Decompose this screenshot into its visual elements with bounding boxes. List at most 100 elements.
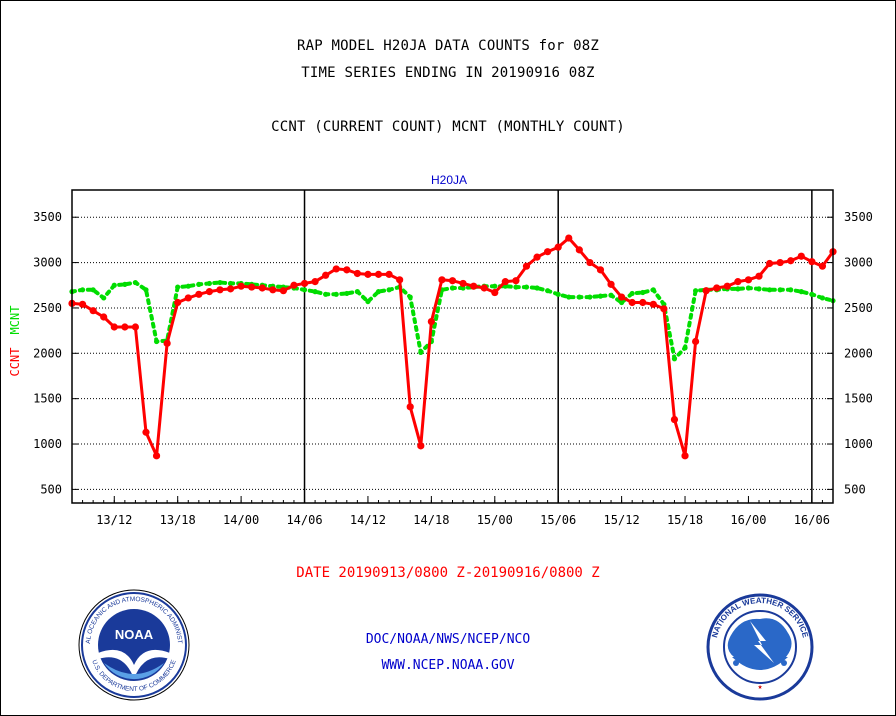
data-point-mcnt	[79, 287, 86, 293]
data-point-ccnt	[681, 452, 689, 460]
data-point-mcnt	[132, 279, 139, 286]
y-tick-label-right: 2000	[844, 346, 873, 360]
y-tick-label-right: 3000	[844, 256, 873, 270]
y-axis-label-group: CCNT MCNT	[8, 306, 22, 377]
data-point-mcnt	[576, 294, 582, 300]
data-point-mcnt	[819, 295, 826, 301]
data-point-ccnt	[470, 282, 478, 290]
x-tick-label: 13/12	[96, 513, 132, 527]
data-point-mcnt	[545, 288, 551, 294]
data-point-mcnt	[809, 291, 815, 297]
data-point-ccnt	[195, 290, 203, 298]
data-point-mcnt	[640, 289, 646, 296]
y-tick-label-left: 3000	[33, 256, 62, 270]
data-point-ccnt	[660, 305, 668, 313]
data-point-mcnt	[745, 285, 752, 291]
data-point-ccnt	[131, 323, 140, 331]
data-point-mcnt	[449, 285, 456, 291]
data-point-ccnt	[427, 317, 435, 326]
data-point-ccnt	[501, 278, 509, 286]
data-point-mcnt	[788, 287, 794, 293]
data-point-mcnt	[566, 294, 572, 300]
data-point-ccnt	[522, 262, 531, 270]
y-tick-label-left: 3500	[33, 210, 62, 224]
data-point-mcnt	[597, 293, 604, 299]
data-point-ccnt	[226, 285, 235, 293]
data-point-ccnt	[237, 282, 245, 290]
y-tick-label-right: 1000	[844, 437, 873, 451]
y-tick-label-left: 1000	[33, 437, 62, 451]
series-line-mcnt	[70, 280, 835, 361]
data-point-ccnt	[311, 278, 319, 286]
data-point-ccnt	[512, 277, 520, 285]
data-point-ccnt	[343, 266, 351, 274]
data-point-ccnt	[607, 280, 615, 288]
data-point-ccnt	[448, 277, 457, 285]
data-point-ccnt	[723, 282, 731, 290]
gridlines	[72, 216, 833, 490]
data-point-ccnt	[152, 452, 161, 460]
data-point-ccnt	[776, 258, 784, 267]
x-tick-label: 16/00	[730, 513, 766, 527]
panel-title: H20JA	[431, 173, 467, 187]
data-point-mcnt	[777, 287, 783, 293]
y-tick-label-right: 2500	[844, 301, 873, 315]
data-point-mcnt	[90, 287, 96, 293]
x-tick-label: 14/00	[223, 513, 259, 527]
y-label-mcnt: MCNT	[8, 306, 22, 335]
data-point-ccnt	[713, 284, 721, 292]
data-point-ccnt	[269, 286, 277, 294]
x-tick-label: 15/12	[604, 513, 640, 527]
data-point-ccnt	[818, 262, 827, 270]
org-text: DOC/NOAA/NWS/NCEP/NCO	[365, 632, 531, 647]
data-point-mcnt	[692, 288, 699, 294]
data-point-ccnt	[765, 259, 774, 268]
svg-text:NOAA: NOAA	[115, 627, 154, 642]
data-point-ccnt	[554, 243, 562, 251]
website-link[interactable]: WWW.NCEP.NOAA.GOV	[381, 658, 515, 673]
data-point-mcnt	[766, 287, 773, 293]
data-point-mcnt	[629, 290, 635, 297]
data-point-ccnt	[322, 271, 330, 279]
data-point-ccnt	[364, 270, 372, 278]
series-line-ccnt	[71, 236, 835, 458]
data-point-ccnt	[438, 276, 446, 284]
data-point-mcnt	[301, 287, 308, 293]
y-tick-label-left: 2500	[33, 301, 62, 315]
data-point-ccnt	[279, 287, 287, 295]
data-point-ccnt	[258, 284, 266, 292]
data-point-ccnt	[691, 337, 700, 346]
data-point-ccnt	[121, 323, 129, 331]
data-point-ccnt	[174, 298, 182, 307]
data-point-ccnt	[78, 300, 87, 308]
y-tick-label-right: 500	[844, 482, 866, 496]
data-point-mcnt	[111, 282, 117, 288]
data-point-mcnt	[798, 289, 804, 295]
data-point-ccnt	[89, 307, 97, 315]
data-point-ccnt	[248, 283, 256, 291]
data-point-mcnt	[534, 285, 540, 291]
y-tick-label-left: 1500	[33, 392, 62, 406]
data-point-ccnt	[142, 428, 150, 436]
tick-layer: 500 500 1000 1000 1500 1500 2000 2000 2500 2500 30…	[33, 210, 873, 527]
data-point-mcnt	[619, 299, 625, 306]
data-point-ccnt	[300, 279, 309, 288]
x-tick-label: 13/18	[160, 513, 196, 527]
data-point-ccnt	[596, 266, 605, 274]
data-point-mcnt	[185, 283, 191, 289]
data-point-mcnt	[312, 289, 318, 295]
data-point-mcnt	[175, 284, 181, 290]
x-tick-label: 15/06	[540, 513, 576, 527]
y-tick-label-left: 500	[40, 482, 62, 496]
data-point-ccnt	[544, 248, 552, 256]
data-point-mcnt	[756, 286, 762, 292]
data-point-mcnt	[671, 356, 678, 362]
data-point-mcnt	[101, 295, 107, 301]
data-point-ccnt	[374, 270, 383, 278]
data-point-ccnt	[702, 287, 710, 295]
data-point-ccnt	[163, 339, 171, 347]
data-point-mcnt	[682, 345, 688, 351]
data-point-ccnt	[459, 279, 467, 288]
data-point-ccnt	[649, 300, 657, 308]
x-tick-label: 14/06	[286, 513, 322, 527]
